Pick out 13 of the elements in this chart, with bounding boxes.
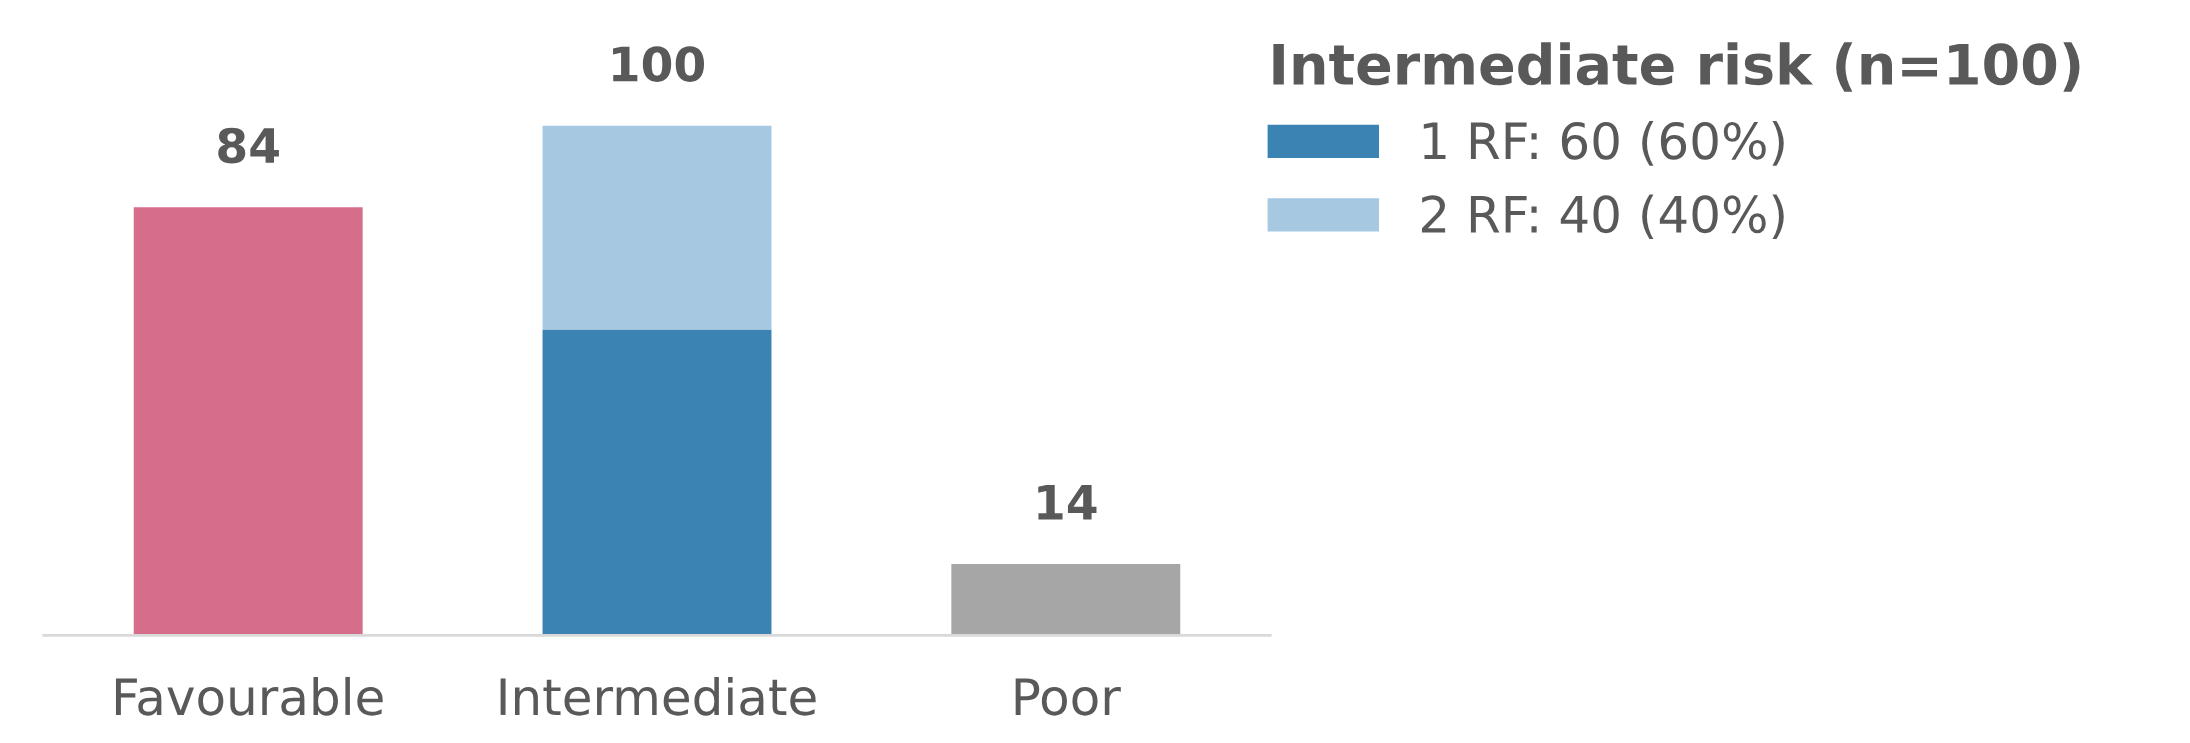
total-label: 100 [613, 46, 705, 82]
legend-title: Intermediate risk (n=100) [1273, 42, 2080, 92]
data-label: 14 [1038, 484, 1097, 520]
bar [542, 125, 772, 330]
bar [133, 207, 363, 636]
x-tick-label: Poor [1015, 678, 1121, 716]
bar [951, 563, 1181, 636]
x-tick-label: Favourable [115, 676, 383, 716]
legend-label: 1 RF: 60 (60%) [1423, 121, 1784, 166]
legend-label: 2 RF: 40 (40%) [1421, 194, 1784, 240]
x-tick-label: Intermediate [500, 676, 816, 716]
data-label: 84 [218, 127, 279, 164]
bar [542, 329, 772, 636]
